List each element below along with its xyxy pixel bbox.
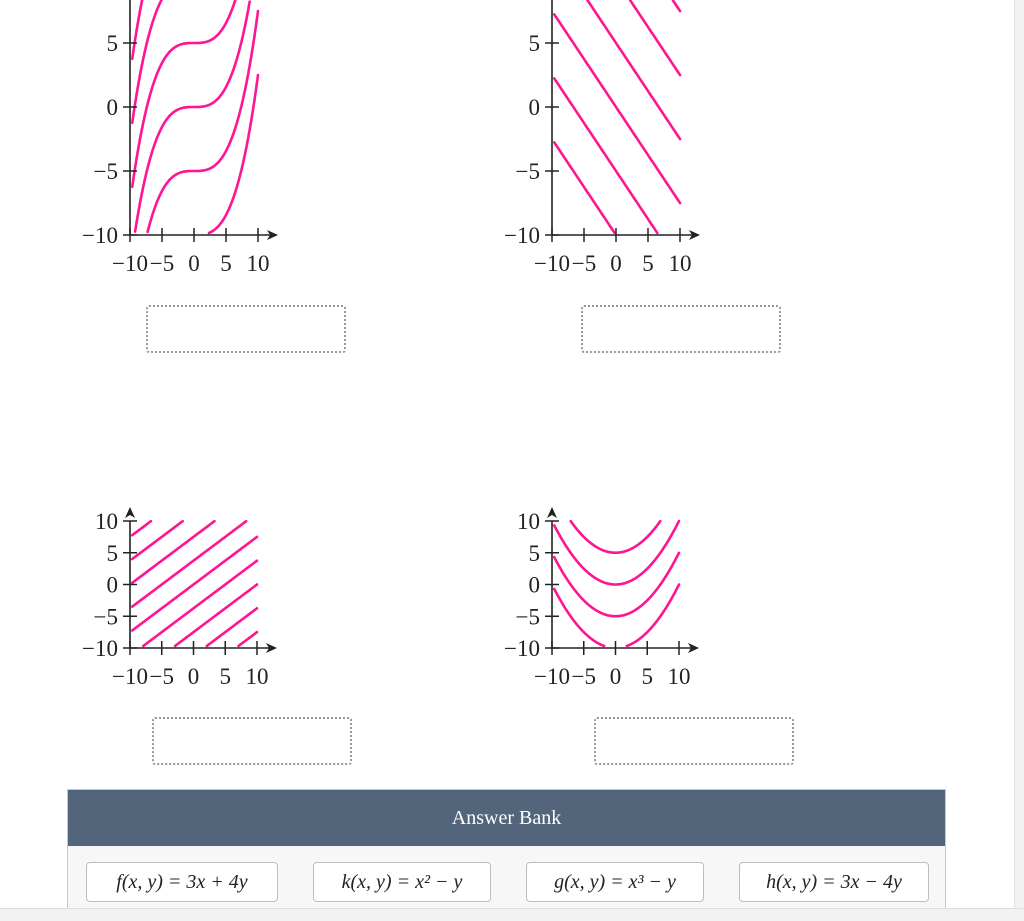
y-tick-label: 5 xyxy=(107,31,119,56)
level-curve-0 xyxy=(552,583,681,648)
level-curve-2 xyxy=(552,13,682,205)
x-tick-label: −10 xyxy=(534,251,570,276)
x-tick-label: 0 xyxy=(188,664,200,689)
plot-b: −10 −5 0 5 10−10−505 xyxy=(504,0,700,276)
level-curve-0 xyxy=(207,73,260,235)
x-tick-label: 5 xyxy=(220,664,232,689)
level-curve-1 xyxy=(130,519,184,561)
answer-chip-label: h(x, y) = 3x − 4y xyxy=(766,870,902,893)
x-tick-label: −5 xyxy=(572,664,596,689)
x-axis-arrow-icon xyxy=(267,230,278,240)
level-curve-5 xyxy=(142,559,259,648)
level-curve-5 xyxy=(671,0,682,13)
x-tick-label: 5 xyxy=(220,251,232,276)
y-tick-label: 0 xyxy=(107,95,119,120)
plot-b-curves xyxy=(552,0,682,235)
x-tick-label: −5 xyxy=(150,251,174,276)
level-curve-6 xyxy=(173,583,259,648)
plot-a-axes: −10 −5 0 5 10−10−505 xyxy=(82,0,278,276)
y-tick-label: −5 xyxy=(94,604,118,629)
level-curve-5 xyxy=(130,0,144,61)
y-tick-label: 0 xyxy=(107,573,119,598)
y-tick-label: −5 xyxy=(516,159,540,184)
x-tick-label: 0 xyxy=(188,251,200,276)
answer-chip-label: k(x, y) = x² − y xyxy=(341,870,463,893)
level-curve-2 xyxy=(552,519,681,586)
level-curve-4 xyxy=(130,535,259,632)
answer-chip-h[interactable]: h(x, y) = 3x − 4y xyxy=(739,862,929,902)
y-axis-arrow-icon xyxy=(547,507,557,518)
level-curve-3 xyxy=(130,519,248,608)
level-curve-7 xyxy=(205,607,259,648)
level-curve-3 xyxy=(586,0,682,141)
x-tick-label: 5 xyxy=(642,251,654,276)
level-curve-1 xyxy=(552,77,659,235)
plot-c-curves xyxy=(130,519,259,648)
drop-target-plot-c[interactable] xyxy=(152,717,352,765)
level-curve-2 xyxy=(133,0,251,233)
x-tick-label: 5 xyxy=(642,664,654,689)
level-curve-1 xyxy=(146,9,260,234)
x-tick-label: 10 xyxy=(247,251,270,276)
plot-a-curves xyxy=(130,0,260,235)
x-tick-label: 0 xyxy=(610,251,622,276)
drop-target-plot-a[interactable] xyxy=(146,305,346,353)
x-tick-label: 10 xyxy=(668,664,691,689)
level-curve-8 xyxy=(237,630,259,648)
drop-target-plot-b[interactable] xyxy=(581,305,781,353)
x-axis-arrow-icon xyxy=(689,230,700,240)
y-tick-label: 5 xyxy=(529,31,541,56)
level-curve-0 xyxy=(130,519,153,537)
x-axis-arrow-icon xyxy=(688,643,699,653)
answer-bank-title: Answer Bank xyxy=(451,806,562,829)
plot-d-curves xyxy=(552,519,681,648)
answer-chip-f[interactable]: f(x, y) = 3x + 4y xyxy=(86,862,278,902)
x-tick-label: −10 xyxy=(534,664,570,689)
level-curve-2 xyxy=(130,519,216,585)
x-tick-label: 10 xyxy=(669,251,692,276)
y-tick-label: 10 xyxy=(517,509,540,534)
level-curve-4 xyxy=(628,0,682,77)
answer-chip-label: g(x, y) = x³ − y xyxy=(554,870,676,893)
answer-chip-g[interactable]: g(x, y) = x³ − y xyxy=(526,862,704,902)
plot-b-axes: −10 −5 0 5 10−10−505 xyxy=(504,0,700,276)
bottom-scroll-strip xyxy=(0,908,1024,921)
y-tick-label: 5 xyxy=(529,541,541,566)
x-axis-arrow-icon xyxy=(266,643,277,653)
x-tick-label: −5 xyxy=(150,664,174,689)
answer-bank-header: Answer Bank xyxy=(68,790,945,846)
y-tick-label: −5 xyxy=(516,604,540,629)
x-tick-label: 0 xyxy=(610,664,622,689)
x-tick-label: −10 xyxy=(112,664,148,689)
y-tick-label: 0 xyxy=(529,95,541,120)
x-tick-label: −10 xyxy=(112,251,148,276)
answer-bank: Answer Bank f(x, y) = 3x + 4y k(x, y) = … xyxy=(67,789,946,914)
level-curve-0 xyxy=(552,141,616,234)
answer-bank-body: f(x, y) = 3x + 4y k(x, y) = x² − y g(x, … xyxy=(68,846,945,913)
page-scrollbar[interactable] xyxy=(1014,0,1024,920)
y-tick-label: 10 xyxy=(95,509,118,534)
level-curve-1 xyxy=(552,551,681,618)
y-tick-label: 5 xyxy=(107,541,119,566)
plot-a: −10 −5 0 5 10−10−505 xyxy=(82,0,278,276)
y-tick-label: 0 xyxy=(529,573,541,598)
y-tick-label: −10 xyxy=(82,223,118,248)
y-tick-label: −5 xyxy=(94,159,118,184)
y-tick-label: −10 xyxy=(504,636,540,661)
y-tick-label: −10 xyxy=(82,636,118,661)
level-curve-3 xyxy=(130,0,237,189)
y-tick-label: −10 xyxy=(504,223,540,248)
level-curve-4 xyxy=(130,0,163,125)
answer-chip-k[interactable]: k(x, y) = x² − y xyxy=(313,862,491,902)
answer-chip-label: f(x, y) = 3x + 4y xyxy=(116,870,248,893)
x-tick-label: 10 xyxy=(246,664,269,689)
y-axis-arrow-icon xyxy=(125,507,135,518)
drop-target-plot-d[interactable] xyxy=(594,717,794,765)
level-curve-3 xyxy=(569,519,662,555)
x-tick-label: −5 xyxy=(572,251,596,276)
